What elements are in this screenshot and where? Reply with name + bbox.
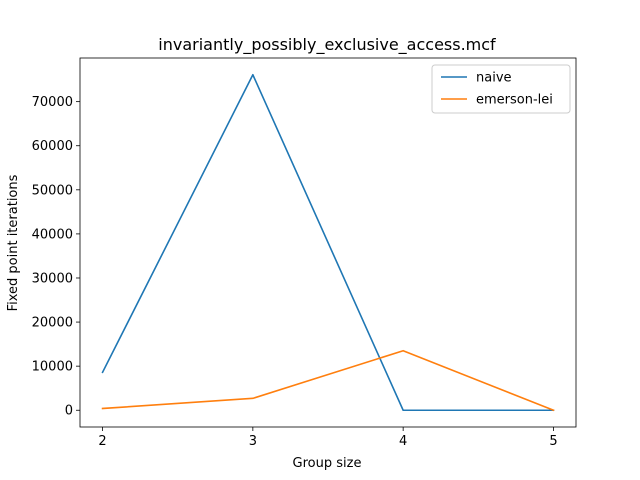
y-axis-label: Fixed point iterations (6, 174, 21, 311)
series-line-emerson-lei (101, 349, 555, 412)
y-tick-label: 30000 (32, 271, 73, 286)
y-tick-label: 10000 (32, 360, 73, 375)
y-tick-label: 50000 (32, 183, 73, 198)
x-axis-label: Group size (293, 456, 362, 471)
x-tick-label: 3 (249, 434, 257, 449)
legend-label-emerson-lei: emerson-lei (476, 93, 553, 108)
legend: naive emerson-lei (431, 64, 571, 114)
x-tick-label: 5 (549, 434, 557, 449)
series-line-naive (101, 73, 555, 412)
y-tick-label: 0 (65, 404, 73, 419)
x-tick-label: 2 (98, 434, 106, 449)
y-tick-label: 20000 (32, 316, 73, 331)
plot-frame (79, 57, 577, 428)
chart-title: invariantly_possibly_exclusive_access.mc… (158, 35, 496, 55)
y-tick-label: 40000 (32, 227, 73, 242)
x-tick-label: 4 (399, 434, 407, 449)
y-tick-label: 60000 (32, 139, 73, 154)
plot-area: 2 3 4 5 0 10000 20000 30000 40000 50000 60000 70000 (32, 57, 577, 449)
y-tick-label: 70000 (32, 95, 73, 110)
legend-label-naive: naive (476, 71, 512, 86)
